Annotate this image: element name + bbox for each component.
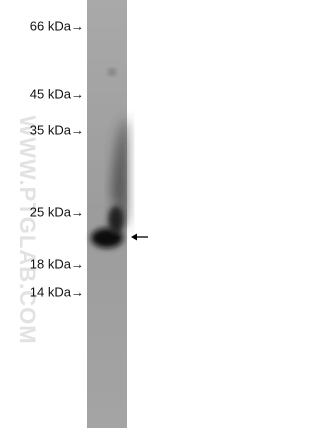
speck — [109, 69, 115, 75]
band-arrow — [131, 233, 148, 241]
smear — [112, 120, 127, 230]
marker-label: 14 kDa→ — [30, 284, 84, 299]
marker-label: 35 kDa→ — [30, 122, 84, 137]
marker-label: 18 kDa→ — [30, 256, 84, 271]
marker-label: 25 kDa→ — [30, 204, 84, 219]
marker-label: 66 kDa→ — [30, 18, 84, 33]
watermark: WWW.PTGLAB.COM — [15, 115, 40, 344]
blot-figure: WWW.PTGLAB.COM 66 kDa→ 45 kDa→ 35 kDa→ 25 k… — [15, 0, 148, 428]
band-tail — [108, 206, 124, 234]
marker-label: 45 kDa→ — [30, 86, 84, 101]
marker-labels: 66 kDa→ 45 kDa→ 35 kDa→ 25 kDa→ 18 kDa→ 14 kD… — [30, 18, 84, 299]
